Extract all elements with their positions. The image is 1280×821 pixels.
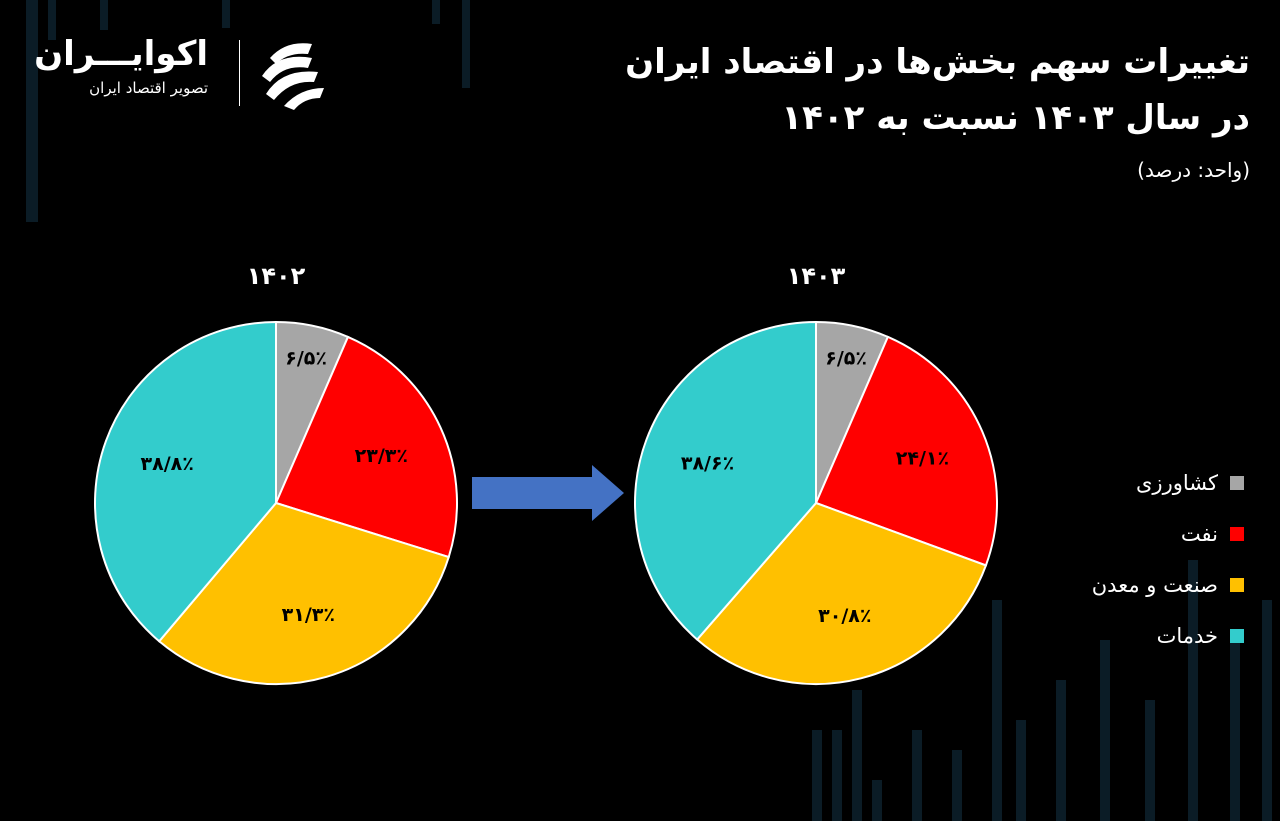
legend-swatch [1230,629,1244,643]
data-label: ۲۳/۳٪ [355,445,408,467]
legend-swatch [1230,527,1244,541]
slice-industry [157,501,450,685]
pie-svg: ۶/۵٪ ۲۳/۳٪ ۳۱/۳٪ ۳۸/۸٪ [94,320,458,685]
data-label: ۳۸/۶٪ [681,452,734,474]
legend: کشاورزی نفت صنعت و معدن خدمات [1092,466,1244,670]
right-arrow-icon [472,465,624,521]
slice-industry [695,501,988,685]
title-line-2: در سال ۱۴۰۳ نسبت به ۱۴۰۲ [781,98,1250,138]
pie-title: ۱۴۰۳ [786,262,846,290]
data-label: ۳۰/۸٪ [818,605,871,627]
data-label: ۲۴/۱٪ [896,447,949,469]
data-label: ۳۸/۸٪ [141,453,194,475]
legend-label: خدمات [1156,624,1218,648]
legend-label: کشاورزی [1136,471,1218,495]
brand-mark-icon [262,43,324,110]
brand-name: اکوایـــران [34,34,208,74]
data-label: ۶/۵٪ [285,348,327,370]
legend-swatch [1230,476,1244,490]
brand-text: اکوایـــران تصویر اقتصاد ایران [34,34,208,98]
slice-oil [814,335,998,567]
legend-item: نفت [1092,517,1244,551]
title-line-1: تغییرات سهم بخش‌ها در اقتصاد ایران [625,42,1250,82]
legend-item: خدمات [1092,619,1244,653]
data-label: ۶/۵٪ [825,348,867,370]
logo-divider [239,40,240,106]
legend-item: صنعت و معدن [1092,568,1244,602]
unit-note: (واحد: درصد) [1137,158,1250,182]
pie-chart-1403: ۱۴۰۳ ۶/۵٪ ۲۴/۱٪ ۳۰/۸٪ ۳۸/۶٪ [626,262,1006,692]
slice-services [94,320,277,643]
slice-services [634,320,817,641]
slice-oil [274,335,458,559]
brand-logo: اکوایـــران تصویر اقتصاد ایران [34,34,324,114]
legend-item: کشاورزی [1092,466,1244,500]
legend-label: صنعت و معدن [1091,573,1218,597]
pie-title: ۱۴۰۲ [246,262,306,290]
chart-title: تغییرات سهم بخش‌ها در اقتصاد ایران در سا… [490,34,1250,184]
data-label: ۳۱/۳٪ [282,604,335,626]
brand-tagline: تصویر اقتصاد ایران [89,79,208,97]
pie-svg: ۶/۵٪ ۲۴/۱٪ ۳۰/۸٪ ۳۸/۶٪ [634,320,998,685]
legend-swatch [1230,578,1244,592]
pie-chart-1402: ۱۴۰۲ ۶/۵٪ ۲۳/۳٪ ۳۱/۳٪ ۳۸/۸٪ [86,262,466,692]
legend-label: نفت [1180,522,1218,546]
